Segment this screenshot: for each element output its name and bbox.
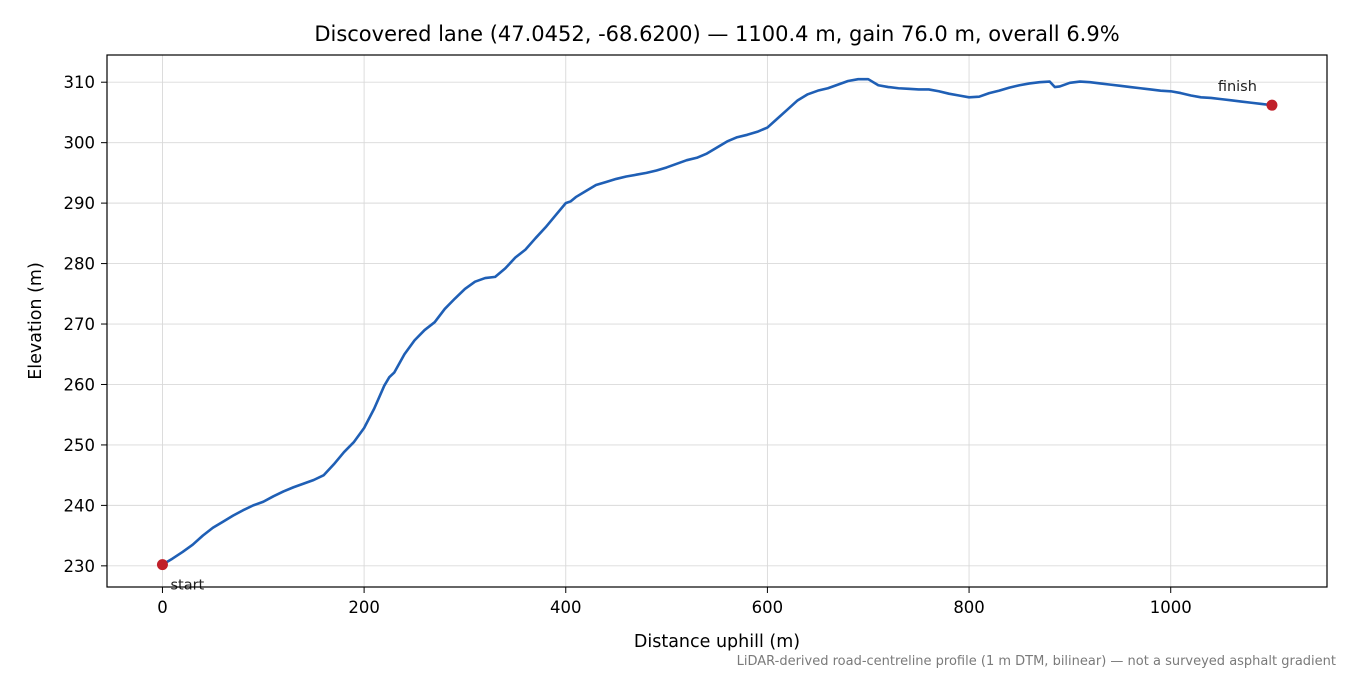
start-label: start xyxy=(170,578,204,594)
chart-footnote: LiDAR-derived road-centreline profile (1… xyxy=(737,654,1336,669)
x-tick-label: 200 xyxy=(348,598,380,617)
y-tick-label: 280 xyxy=(64,255,96,274)
x-tick-label: 600 xyxy=(752,598,784,617)
elevation-line xyxy=(161,77,1274,566)
y-tick-label: 260 xyxy=(64,375,96,394)
finish-marker xyxy=(1266,99,1278,111)
y-tick-label: 300 xyxy=(64,134,96,153)
plot-series: start finish xyxy=(156,77,1278,594)
y-tick-label: 230 xyxy=(64,557,96,576)
start-marker xyxy=(156,559,168,571)
plot-frame xyxy=(106,54,1328,588)
axis-ticks: 0 200 400 600 800 1000 230 240 250 260 270 280 290 30… xyxy=(64,73,1192,617)
grid xyxy=(107,55,1327,587)
x-tick-label: 800 xyxy=(953,598,985,617)
y-tick-label: 240 xyxy=(64,496,96,515)
y-tick-label: 250 xyxy=(64,436,96,455)
finish-label: finish xyxy=(1218,79,1257,95)
x-tick-label: 400 xyxy=(550,598,582,617)
x-axis-label: Distance uphill (m) xyxy=(634,632,800,652)
chart-title: Discovered lane (47.0452, -68.6200) — 11… xyxy=(314,22,1119,46)
x-tick-label: 0 xyxy=(157,598,168,617)
y-tick-label: 310 xyxy=(64,73,96,92)
x-tick-label: 1000 xyxy=(1150,598,1192,617)
y-tick-label: 270 xyxy=(64,315,96,334)
y-tick-label: 290 xyxy=(64,194,96,213)
y-axis-label: Elevation (m) xyxy=(26,262,46,380)
